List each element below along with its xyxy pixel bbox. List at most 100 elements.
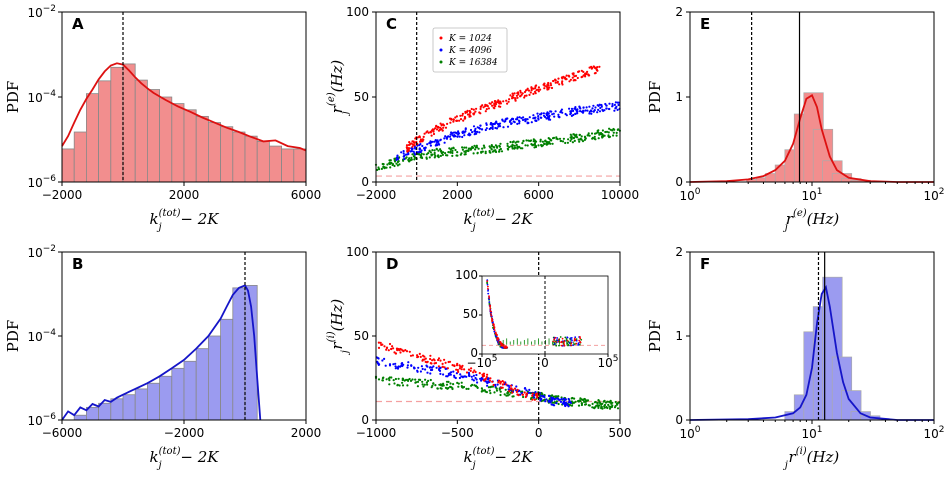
scatter-point <box>494 122 497 125</box>
scatter-point <box>435 128 439 131</box>
scatter-point <box>592 110 595 113</box>
scatter-point <box>501 380 504 383</box>
scatter-point <box>582 109 585 112</box>
scatter-point <box>472 152 475 155</box>
scatter-point <box>572 113 575 117</box>
scatter-point <box>578 140 581 143</box>
scatter-point <box>454 135 457 138</box>
scatter-point <box>496 146 499 149</box>
scatter-point <box>554 81 557 84</box>
inset-point <box>567 344 569 347</box>
y-tick-label-base: 10 <box>27 246 42 260</box>
scatter-point <box>450 386 453 389</box>
scatter-point <box>552 136 556 139</box>
scatter-point <box>439 148 442 151</box>
scatter-point <box>474 110 477 113</box>
inset-point <box>488 301 491 303</box>
scatter-point <box>564 401 568 404</box>
scatter-point <box>474 146 477 149</box>
y-tick-label: 1 <box>675 90 683 104</box>
scatter-point <box>430 362 433 365</box>
scatter-point <box>498 150 501 153</box>
scatter-point <box>528 116 531 119</box>
x-axis-label-part: − 2K <box>176 210 220 228</box>
scatter-point <box>510 122 513 125</box>
x-axis-label: r(e) j (Hz) <box>783 208 840 233</box>
scatter-point <box>508 120 512 123</box>
scatter-point <box>453 364 456 367</box>
inset-point <box>500 344 503 347</box>
scatter-point <box>468 373 471 376</box>
scatter-point <box>513 387 517 390</box>
scatter-point <box>377 362 380 365</box>
scatter-point <box>599 133 603 136</box>
scatter-point <box>418 148 421 151</box>
scatter-point <box>461 135 464 139</box>
scatter-point <box>409 159 412 162</box>
scatter-point <box>593 401 597 404</box>
scatter-point <box>445 383 449 386</box>
x-axis-label-text: k(tot) j − 2K <box>464 446 534 471</box>
scatter-point <box>605 104 608 107</box>
inset-point <box>487 290 489 292</box>
scatter-point <box>418 135 421 138</box>
inset-point <box>578 339 581 342</box>
scatter-point <box>429 354 432 357</box>
scatter-point <box>413 145 416 148</box>
scatter-point <box>537 117 540 120</box>
scatter-point <box>580 135 583 138</box>
scatter-point <box>446 154 449 157</box>
scatter-point <box>545 398 548 401</box>
scatter-point <box>566 141 570 144</box>
scatter-point <box>516 118 519 121</box>
scatter-point <box>530 86 533 89</box>
scatter-point <box>613 406 617 409</box>
scatter-point <box>459 114 462 117</box>
scatter-point <box>491 101 494 104</box>
inset-point <box>491 320 494 322</box>
panel-letter: E <box>700 15 710 33</box>
scatter-point <box>605 405 608 409</box>
scatter-point <box>414 378 417 381</box>
inset-point <box>496 338 499 341</box>
scatter-point <box>463 134 466 137</box>
inset-point <box>557 340 560 343</box>
scatter-point <box>457 130 460 133</box>
scatter-point <box>536 396 539 399</box>
scatter-point <box>463 115 466 119</box>
inset-point <box>488 295 490 298</box>
scatter-point <box>407 148 410 152</box>
scatter-point <box>433 359 436 362</box>
scatter-point <box>424 368 427 371</box>
scatter-point <box>470 375 473 378</box>
scatter-point <box>499 390 502 393</box>
inset-point <box>486 283 489 286</box>
scatter-point <box>551 142 554 145</box>
scatter-point <box>588 66 591 69</box>
scatter-point <box>532 114 535 117</box>
histogram-bar <box>195 348 209 421</box>
scatter-point <box>539 140 542 143</box>
scatter-point <box>439 359 442 362</box>
scatter-point <box>578 105 581 108</box>
scatter-point <box>562 402 565 405</box>
scatter-point <box>521 142 524 145</box>
scatter-point <box>418 144 421 147</box>
scatter-point <box>460 152 463 155</box>
scatter-point <box>535 119 538 122</box>
scatter-point <box>562 137 566 140</box>
scatter-point <box>484 105 487 108</box>
scatter-point <box>606 400 609 403</box>
scatter-point <box>511 92 514 95</box>
x-tick-label: 100 <box>679 425 700 441</box>
scatter-point <box>421 367 424 371</box>
inset-point <box>580 338 583 341</box>
y-tick-label: 10−2 <box>27 244 56 260</box>
scatter-point <box>551 113 554 116</box>
scatter-point <box>376 168 379 171</box>
scatter-point <box>421 359 424 362</box>
scatter-point <box>550 397 553 400</box>
scatter-point <box>593 132 597 135</box>
scatter-point <box>410 364 413 367</box>
scatter-point <box>441 129 444 132</box>
